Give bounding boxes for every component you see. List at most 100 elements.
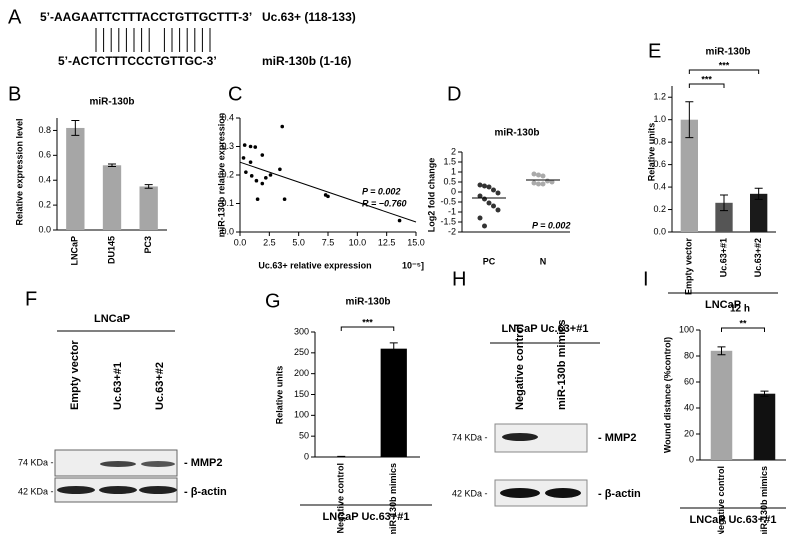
y-tick-label: 2: [451, 146, 456, 156]
point: [540, 173, 546, 179]
error-bar: [108, 163, 116, 168]
y-axis-label: Relative expression level: [14, 118, 24, 225]
point: [536, 181, 541, 187]
band: [141, 461, 175, 467]
sequence-name: miR-130b (1-16): [262, 54, 351, 68]
significance-bracket: [340, 326, 395, 331]
point: [536, 172, 541, 178]
x-tick-label: Uc.63+#1: [718, 238, 728, 277]
panel-letter: F: [25, 288, 37, 310]
y-tick-label: 0.2: [221, 169, 234, 179]
point: [477, 182, 483, 188]
chart-title: 12 h: [730, 304, 750, 315]
group-label: LNCaP Uc.63+#1: [323, 511, 410, 523]
error-bar: [720, 194, 728, 212]
point: [280, 124, 285, 129]
lane-label: miR-130b mimics: [556, 320, 568, 410]
panel-letter: D: [447, 83, 461, 105]
x-tick-label: PC3: [143, 236, 153, 254]
x-tick-label: PC: [483, 256, 496, 266]
point: [491, 187, 496, 193]
point: [244, 170, 248, 174]
point: [249, 174, 254, 178]
significance-label: ***: [719, 60, 730, 70]
group-label: LNCaP: [94, 313, 130, 325]
y-tick-label: 0.0: [653, 226, 666, 236]
bar: [680, 119, 698, 232]
x-axis-label: Uc.63+ relative expression: [258, 260, 371, 270]
point: [282, 197, 287, 202]
y-tick-label: 0.0: [38, 224, 51, 234]
chart-title: miR-130b: [705, 47, 750, 58]
panel-letter: H: [452, 268, 466, 290]
point: [264, 176, 268, 180]
point: [255, 197, 260, 202]
group-label: LNCaP: [705, 299, 741, 311]
y-tick-label: 1.2: [653, 92, 666, 102]
point: [241, 156, 246, 160]
lane-label: Empty vector: [69, 340, 81, 410]
y-tick-label: 60: [684, 376, 694, 386]
y-tick-label: 50: [299, 431, 309, 441]
point: [477, 215, 483, 221]
band: [545, 488, 581, 498]
y-tick-label: 150: [294, 389, 309, 399]
blot: [494, 423, 588, 453]
y-tick-label: 0.2: [38, 199, 51, 209]
y-tick-label: -2: [448, 226, 456, 236]
y-axis-label: Relative units: [646, 123, 656, 182]
band: [57, 486, 95, 494]
significance-label: ***: [701, 74, 712, 84]
x-tick-label: Empty vector: [684, 238, 694, 296]
marker: 74 KDa -: [452, 432, 488, 442]
y-tick-label: 100: [294, 410, 309, 420]
marker: 74 KDa -: [18, 457, 54, 467]
y-tick-label: 0: [689, 454, 694, 464]
point: [486, 184, 492, 190]
x-tick-label: miR-130b mimics: [759, 466, 769, 534]
panel-letter: I: [643, 268, 649, 290]
point: [531, 180, 537, 186]
point: [482, 196, 487, 202]
bar: [66, 127, 85, 230]
x-unit: 10⁻⁵]: [402, 260, 424, 270]
bar: [102, 165, 122, 230]
x-tick-label: 7.5: [322, 237, 335, 247]
bar: [710, 350, 733, 460]
x-tick-label: 10.0: [349, 237, 367, 247]
y-tick-label: 0: [304, 451, 309, 461]
band: [100, 461, 136, 467]
y-tick-label: 0.4: [221, 112, 234, 122]
y-tick-label: 1: [451, 166, 456, 176]
y-tick-label: 0.5: [443, 176, 456, 186]
sequence: 5’-AAGAATTCTTTACCTGTTGCTTT-3’: [40, 10, 252, 24]
y-tick-label: 0.8: [38, 125, 51, 135]
point: [486, 200, 492, 206]
point: [242, 143, 247, 147]
significance-bracket: [688, 83, 725, 88]
point: [545, 178, 550, 184]
y-tick-label: -1.5: [440, 216, 456, 226]
x-tick-label: DU145: [106, 236, 116, 264]
point: [531, 171, 537, 177]
x-tick-label: 2.5: [263, 237, 276, 247]
marker: 42 KDa -: [452, 488, 488, 498]
point: [260, 153, 265, 157]
y-axis-label: Wound distance (%control): [662, 337, 672, 453]
point: [540, 181, 546, 187]
y-tick-label: 0.0: [221, 226, 234, 236]
point: [260, 181, 265, 186]
protein: - MMP2: [598, 432, 637, 444]
point: [482, 183, 487, 189]
band: [139, 486, 177, 494]
fit-line: [239, 161, 417, 223]
error-bar: [389, 342, 398, 355]
error-bar: [760, 390, 769, 397]
y-tick-label: 0.6: [38, 150, 51, 160]
significance-bracket: [721, 327, 765, 332]
group-label: LNCaP Uc.63+#1: [502, 323, 589, 335]
protein: - MMP2: [184, 457, 223, 469]
y-tick-label: 40: [684, 402, 694, 412]
bar: [380, 348, 407, 457]
significance-label: ***: [362, 317, 373, 327]
